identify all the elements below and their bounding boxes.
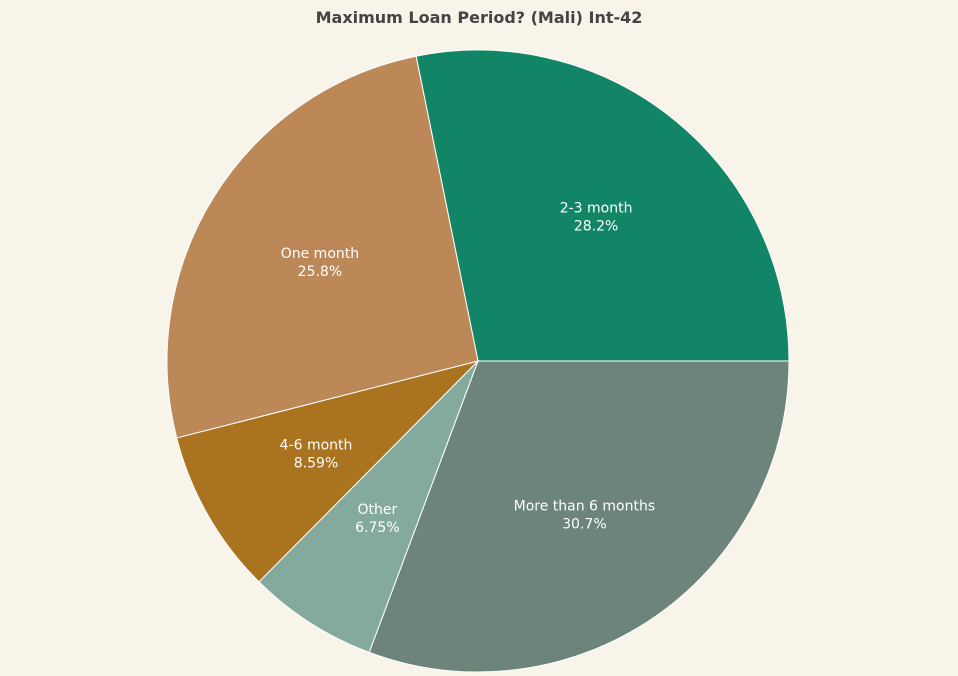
- slice-label-percent: 25.8%: [298, 264, 342, 280]
- pie-slice-more-than-6-months[interactable]: [368, 360, 790, 673]
- slice-label-percent: 6.75%: [355, 520, 399, 536]
- slice-label-name: One month: [281, 246, 359, 262]
- pie-labels: 2-3 month 28.2% More than 6 months 30.7% Oth…: [280, 201, 655, 537]
- slice-label-percent: 30.7%: [562, 516, 606, 532]
- pie-slice-2-3-month[interactable]: [415, 49, 790, 362]
- slice-label-percent: 8.59%: [294, 456, 338, 472]
- pie-slice-one-month[interactable]: [166, 55, 479, 439]
- pie-slices: [166, 49, 790, 673]
- slice-label-name: More than 6 months: [514, 498, 656, 514]
- slice-label-name: 2-3 month: [560, 201, 633, 217]
- pie-slice-4-6-month[interactable]: [176, 360, 480, 583]
- pie-slice-other[interactable]: [258, 360, 479, 653]
- slice-label-name: 4-6 month: [280, 438, 353, 454]
- chart-title: Maximum Loan Period? (Mali) Int-42: [315, 8, 643, 27]
- slice-label-percent: 28.2%: [574, 219, 618, 235]
- slice-label-name: Other: [358, 502, 398, 518]
